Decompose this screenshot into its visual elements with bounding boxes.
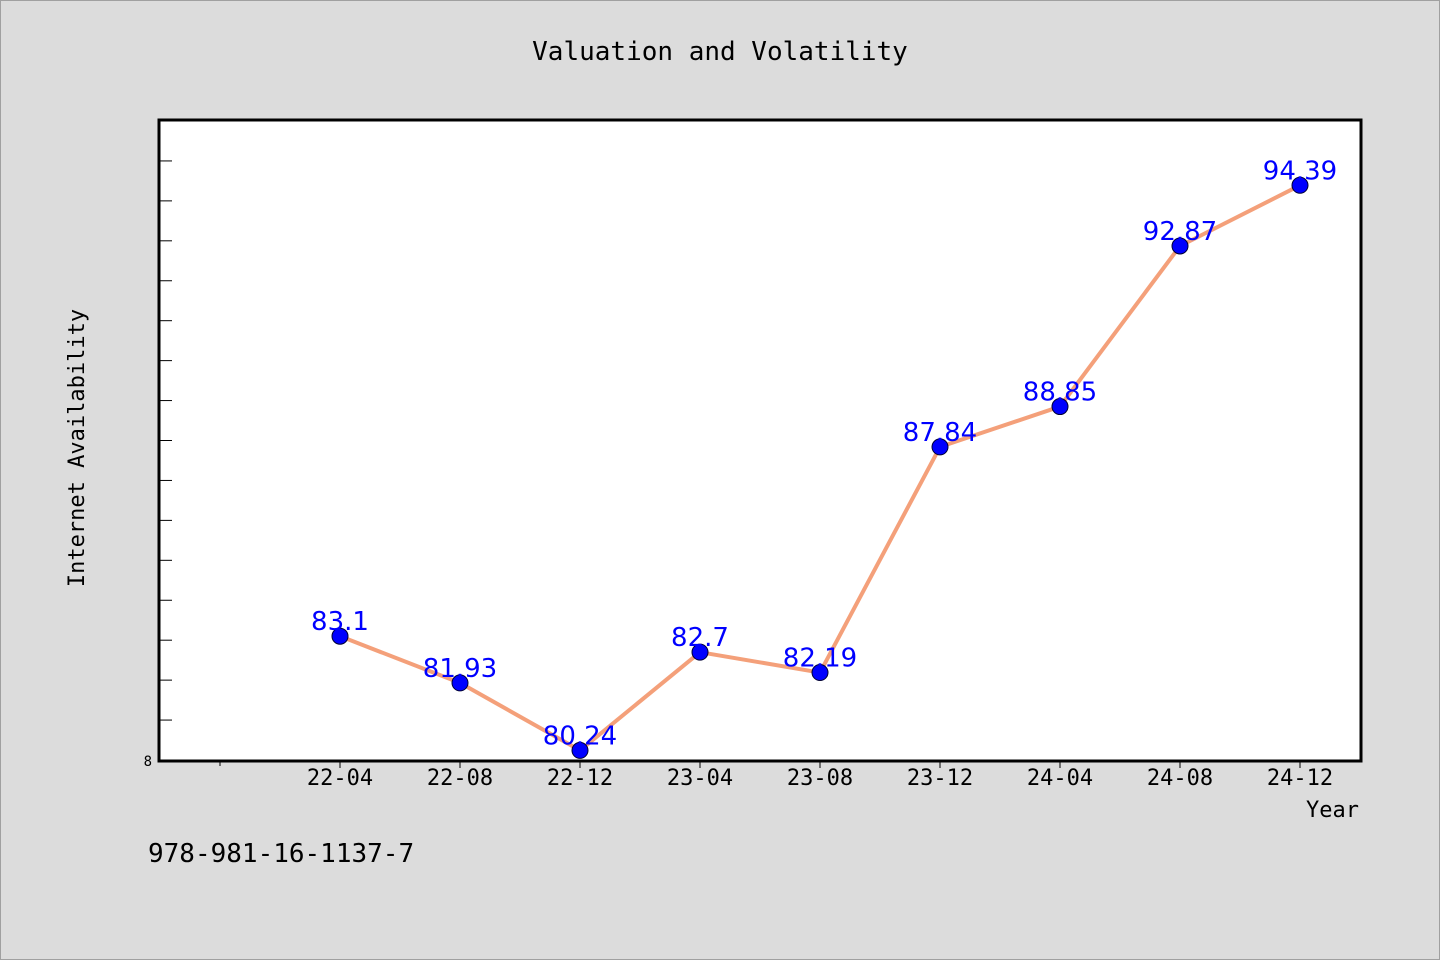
data-point: [451, 674, 469, 692]
x-axis-label: Year: [1306, 798, 1359, 823]
x-tick-label: 23-04: [667, 766, 733, 791]
data-label: 87.84: [903, 418, 977, 448]
data-label: 82.7: [671, 623, 729, 653]
x-tick-label: 22-08: [427, 766, 493, 791]
data-label: 92.87: [1143, 217, 1217, 247]
x-axis-ticks: 22-04 22-08 22-12 23-04 23-08 23-12 24-04 24-08…: [219, 760, 1333, 791]
x-tick-label: 23-12: [907, 766, 973, 791]
data-point: [331, 627, 349, 645]
series-layer: 83.1 81.93 80.24 82.7 82.19 87.84 88.85 92.87 94…: [311, 156, 1337, 759]
chart-title: Valuation and Volatility: [532, 37, 908, 67]
data-label: 94.39: [1263, 156, 1337, 186]
x-tick-label: 22-12: [547, 766, 613, 791]
data-point: [811, 664, 829, 682]
footer-isbn: 978-981-16-1137-7: [148, 839, 414, 869]
plot-area: [157, 118, 1363, 763]
data-label: 83.1: [311, 607, 369, 637]
y-axis-ticks: [160, 160, 172, 721]
data-point: [1051, 398, 1069, 416]
y-tick-label: 8: [144, 754, 152, 770]
data-point: [571, 741, 589, 759]
x-tick-label: 22-04: [307, 766, 373, 791]
x-tick-label: 24-04: [1027, 766, 1093, 791]
y-axis-label: Internet Availability: [65, 309, 90, 587]
x-tick-label: 24-12: [1267, 766, 1333, 791]
data-point: [1171, 237, 1189, 255]
data-label: 82.19: [783, 644, 857, 674]
x-tick-label: 23-08: [787, 766, 853, 791]
data-point: [691, 643, 709, 661]
data-label: 88.85: [1023, 378, 1097, 408]
data-point: [931, 438, 949, 456]
x-tick-label: 24-08: [1147, 766, 1213, 791]
data-point: [1291, 176, 1309, 194]
data-label: 81.93: [423, 654, 497, 684]
data-label: 80.24: [543, 721, 617, 751]
